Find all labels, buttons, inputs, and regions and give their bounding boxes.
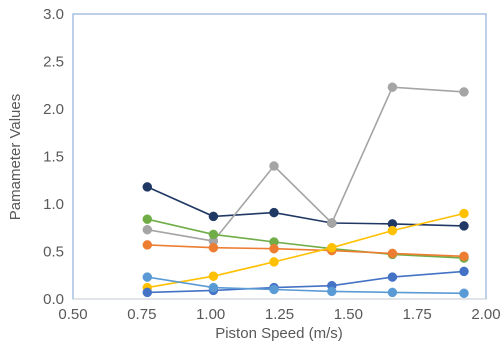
data-point [387,225,398,236]
x-tick-label: 1.75 [403,306,432,323]
y-axis-ticks: 0.0 0.5 1.0 1.5 2.0 2.5 3.0 [43,6,64,308]
x-axis-title: Piston Speed (m/s) [215,325,343,342]
series-7 [142,272,469,299]
data-point [142,214,153,224]
y-tick-label: 0.0 [43,291,64,308]
data-point [459,221,469,231]
data-point [387,287,398,298]
data-point [459,87,469,97]
data-point [208,282,219,293]
x-tick-label: 2.00 [471,306,500,323]
data-point [327,286,337,297]
data-point [269,284,279,295]
data-point [269,207,279,218]
x-tick-label: 1.00 [196,306,225,323]
x-axis-ticks: 0.50 0.75 1.00 1.25 1.50 1.75 2.00 [58,306,500,323]
data-point [459,288,469,299]
y-tick-label: 2.0 [43,101,64,118]
data-point [387,82,398,92]
data-point [142,224,153,235]
data-point [459,251,469,262]
x-tick-label: 0.75 [127,306,156,323]
series-5 [142,208,469,293]
data-point [142,240,153,250]
series-2 [142,82,469,246]
series-line [147,276,465,295]
series-line [146,186,465,227]
y-tick-label: 1.0 [43,196,64,213]
data-point [459,266,469,277]
data-point [208,211,219,222]
series-line [147,218,465,259]
data-point [269,243,279,254]
data-point [269,161,279,171]
series-line [147,212,465,289]
data-point [142,287,153,298]
data-point [387,248,398,259]
y-axis-title: Pamameter Values [7,94,24,220]
data-point [208,271,219,281]
y-tick-label: 1.5 [43,149,64,166]
data-point [269,257,279,267]
series-line [147,244,465,258]
y-tick-label: 3.0 [43,6,64,23]
y-tick-label: 0.5 [43,244,64,261]
y-tick-label: 2.5 [43,54,64,71]
x-tick-label: 1.25 [265,306,294,323]
data-point [142,272,153,282]
data-point [327,242,337,253]
data-point [208,242,219,253]
series-layer [142,82,469,299]
data-point [142,182,153,192]
data-point [459,208,469,219]
series-line [147,270,465,294]
data-point [208,229,219,240]
x-tick-label: 0.50 [58,306,87,323]
series-line [147,86,465,242]
data-point [327,218,337,228]
plot-frame [72,13,487,300]
x-tick-label: 1.50 [334,306,363,323]
data-point [387,272,398,282]
